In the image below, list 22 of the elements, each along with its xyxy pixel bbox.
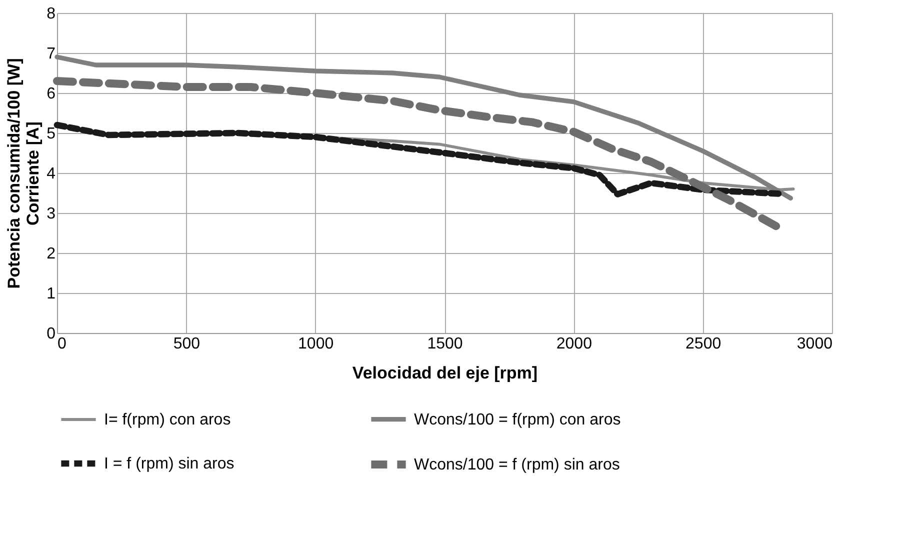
y-tick-label: 5	[46, 126, 56, 142]
x-tick-label: 1000	[298, 336, 334, 352]
y-tick-label: 8	[46, 6, 56, 22]
y-tick-label: 7	[46, 46, 56, 62]
y-tick-label: 2	[46, 246, 56, 262]
legend-label: I= f(rpm) con aros	[104, 412, 231, 428]
legend-label: I = f (rpm) sin aros	[104, 456, 234, 472]
x-tick-label: 2000	[556, 336, 592, 352]
x-tick-label: 0	[58, 336, 66, 352]
x-tick-label: 3000	[796, 336, 833, 352]
legend-label: Wcons/100 = f (rpm) sin aros	[414, 456, 620, 474]
legend-label: Wcons/100 = f(rpm) con aros	[414, 411, 621, 428]
x-tick-label: 1500	[427, 336, 463, 352]
x-axis-title: Velocidad del eje [rpm]	[352, 364, 538, 382]
y-tick-label: 1	[46, 286, 56, 302]
y-axis-title: Potencia consumida/100 [W] Corriente [A]	[4, 58, 43, 289]
line-series	[54, 54, 793, 201]
y-tick-label: 6	[46, 86, 56, 102]
x-tick-label: 2500	[686, 336, 722, 352]
y-tick-label: 4	[46, 166, 56, 182]
x-tick-label: 500	[173, 336, 200, 352]
y-tick-label: 3	[46, 206, 56, 222]
